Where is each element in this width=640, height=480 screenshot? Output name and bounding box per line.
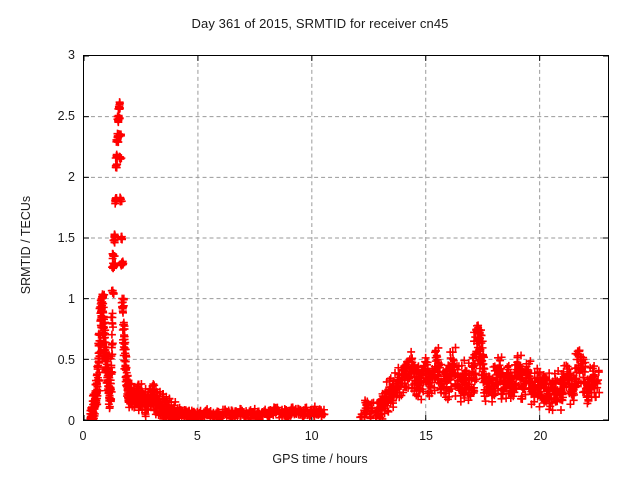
x-tick-label: 10 (304, 429, 319, 443)
x-tick-label: 0 (79, 429, 87, 443)
y-tick-label: 0 (68, 414, 75, 428)
y-tick-label: 3 (68, 48, 75, 62)
y-axis-label: SRMTID / TECUs (19, 195, 33, 295)
page-title: Day 361 of 2015, SRMTID for receiver cn4… (191, 16, 449, 31)
y-tick-label: 2 (68, 170, 75, 184)
y-tick-label: 1 (68, 292, 75, 306)
scatter-series (86, 98, 604, 420)
y-tick-label: 2.5 (57, 109, 75, 123)
y-tick-label: 0.5 (57, 353, 75, 367)
y-tick-label: 1.5 (57, 231, 75, 245)
plot-area (83, 55, 609, 421)
x-tick-label: 20 (533, 429, 548, 443)
x-tick-label: 5 (193, 429, 201, 443)
x-axis-label: GPS time / hours (272, 452, 368, 466)
x-tick-label: 15 (419, 429, 433, 443)
